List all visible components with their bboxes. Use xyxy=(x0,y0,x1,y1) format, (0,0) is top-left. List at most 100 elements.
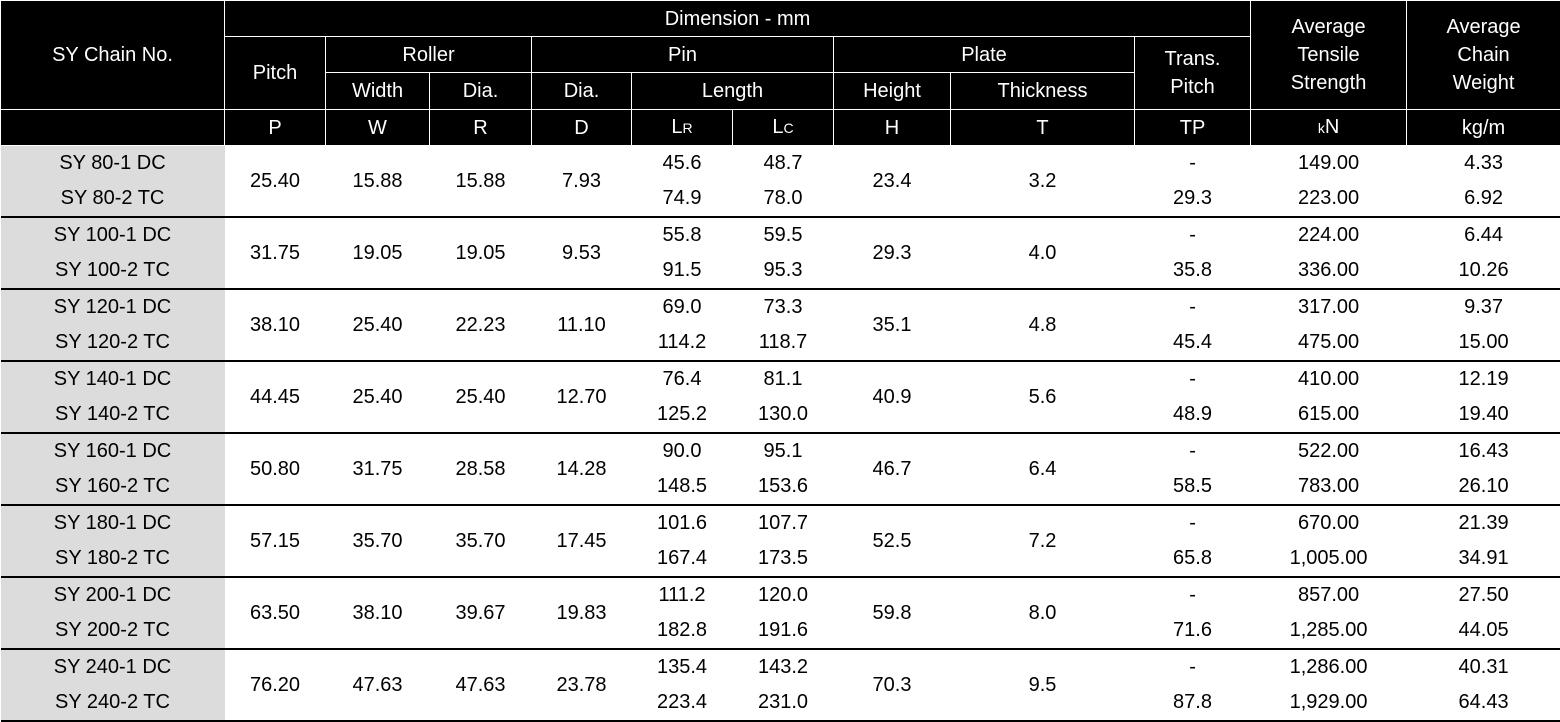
cell-roller-dia: 47.63 xyxy=(430,649,532,721)
cell-plate-thickness: 5.6 xyxy=(951,361,1135,433)
cell-chain-weight: 6.92 xyxy=(1407,181,1560,217)
cell-trans-pitch: 48.9 xyxy=(1135,397,1251,433)
cell-trans-pitch: 35.8 xyxy=(1135,253,1251,289)
cell-pin-length-lc: 81.1 xyxy=(733,361,834,397)
cell-tensile-strength: 317.00 xyxy=(1251,289,1407,325)
cell-roller-dia: 28.58 xyxy=(430,433,532,505)
cell-tensile-strength: 857.00 xyxy=(1251,577,1407,613)
header-roller-width: Width xyxy=(326,73,430,110)
header-sym-h: H xyxy=(834,110,951,146)
chain-no-dc: SY 120-1 DC xyxy=(1,289,225,325)
header-weight-line3: Weight xyxy=(1407,69,1560,97)
cell-chain-weight: 40.31 xyxy=(1407,649,1560,685)
chain-no-tc: SY 180-2 TC xyxy=(1,541,225,577)
cell-pin-length-lc: 191.6 xyxy=(733,613,834,649)
cell-pin-dia: 12.70 xyxy=(532,361,632,433)
header-weight-line1: Average xyxy=(1407,13,1560,41)
cell-pitch: 25.40 xyxy=(225,146,326,218)
chain-no-tc: SY 120-2 TC xyxy=(1,325,225,361)
cell-roller-width: 15.88 xyxy=(326,146,430,218)
cell-pin-length-lr: 74.9 xyxy=(632,181,733,217)
chain-no-tc: SY 140-2 TC xyxy=(1,397,225,433)
cell-plate-height: 29.3 xyxy=(834,217,951,289)
cell-roller-dia: 22.23 xyxy=(430,289,532,361)
header-unit-weight: kg/m xyxy=(1407,110,1560,146)
chain-no-dc: SY 80-1 DC xyxy=(1,146,225,182)
header-sym-lr: LR xyxy=(632,110,733,146)
cell-roller-width: 35.70 xyxy=(326,505,430,577)
cell-pin-length-lr: 114.2 xyxy=(632,325,733,361)
header-sym-p: P xyxy=(225,110,326,146)
header-chain-weight: Average Chain Weight xyxy=(1407,1,1560,110)
cell-pin-length-lr: 182.8 xyxy=(632,613,733,649)
cell-plate-height: 35.1 xyxy=(834,289,951,361)
cell-chain-weight: 34.91 xyxy=(1407,541,1560,577)
cell-plate-thickness: 7.2 xyxy=(951,505,1135,577)
cell-chain-weight: 9.37 xyxy=(1407,289,1560,325)
cell-pin-length-lc: 73.3 xyxy=(733,289,834,325)
cell-roller-dia: 19.05 xyxy=(430,217,532,289)
cell-plate-thickness: 4.0 xyxy=(951,217,1135,289)
cell-chain-weight: 12.19 xyxy=(1407,361,1560,397)
cell-trans-pitch: - xyxy=(1135,577,1251,613)
header-sym-w: W xyxy=(326,110,430,146)
cell-plate-thickness: 3.2 xyxy=(951,146,1135,218)
header-sym-lr-main: L xyxy=(671,116,682,138)
cell-pin-dia: 11.10 xyxy=(532,289,632,361)
header-sym-lc-sub: C xyxy=(784,120,794,136)
cell-plate-height: 40.9 xyxy=(834,361,951,433)
chain-no-tc: SY 80-2 TC xyxy=(1,181,225,217)
cell-pin-dia: 23.78 xyxy=(532,649,632,721)
cell-plate-height: 59.8 xyxy=(834,577,951,649)
cell-pin-length-lc: 59.5 xyxy=(733,217,834,253)
cell-pin-dia: 9.53 xyxy=(532,217,632,289)
header-pitch: Pitch xyxy=(225,37,326,110)
header-dimension: Dimension - mm xyxy=(225,1,1251,37)
cell-chain-weight: 6.44 xyxy=(1407,217,1560,253)
header-weight-line2: Chain xyxy=(1407,41,1560,69)
header-pin-length: Length xyxy=(632,73,834,110)
cell-pin-length-lr: 91.5 xyxy=(632,253,733,289)
cell-pitch: 63.50 xyxy=(225,577,326,649)
chain-no-dc: SY 200-1 DC xyxy=(1,577,225,613)
cell-plate-height: 52.5 xyxy=(834,505,951,577)
header-tensile-line2: Tensile xyxy=(1251,41,1406,69)
cell-pin-dia: 19.83 xyxy=(532,577,632,649)
cell-tensile-strength: 1,285.00 xyxy=(1251,613,1407,649)
cell-tensile-strength: 670.00 xyxy=(1251,505,1407,541)
cell-trans-pitch: - xyxy=(1135,289,1251,325)
cell-tensile-strength: 783.00 xyxy=(1251,469,1407,505)
cell-trans-pitch: 87.8 xyxy=(1135,685,1251,721)
header-trans-pitch: Trans. Pitch xyxy=(1135,37,1251,110)
header-sym-lr-sub: R xyxy=(683,120,693,136)
cell-pin-length-lr: 55.8 xyxy=(632,217,733,253)
cell-pin-dia: 14.28 xyxy=(532,433,632,505)
cell-plate-height: 23.4 xyxy=(834,146,951,218)
cell-chain-weight: 44.05 xyxy=(1407,613,1560,649)
cell-plate-height: 70.3 xyxy=(834,649,951,721)
header-roller-dia: Dia. xyxy=(430,73,532,110)
cell-roller-width: 31.75 xyxy=(326,433,430,505)
cell-pin-dia: 7.93 xyxy=(532,146,632,218)
header-pin: Pin xyxy=(532,37,834,73)
cell-pin-length-lc: 107.7 xyxy=(733,505,834,541)
cell-roller-width: 47.63 xyxy=(326,649,430,721)
cell-roller-dia: 15.88 xyxy=(430,146,532,218)
chain-no-tc: SY 240-2 TC xyxy=(1,685,225,721)
cell-plate-thickness: 9.5 xyxy=(951,649,1135,721)
chain-no-dc: SY 160-1 DC xyxy=(1,433,225,469)
header-sym-blank xyxy=(1,110,225,146)
cell-chain-weight: 27.50 xyxy=(1407,577,1560,613)
cell-roller-width: 38.10 xyxy=(326,577,430,649)
cell-trans-pitch: 58.5 xyxy=(1135,469,1251,505)
cell-tensile-strength: 410.00 xyxy=(1251,361,1407,397)
cell-chain-weight: 10.26 xyxy=(1407,253,1560,289)
cell-pitch: 38.10 xyxy=(225,289,326,361)
cell-tensile-strength: 615.00 xyxy=(1251,397,1407,433)
cell-roller-dia: 39.67 xyxy=(430,577,532,649)
